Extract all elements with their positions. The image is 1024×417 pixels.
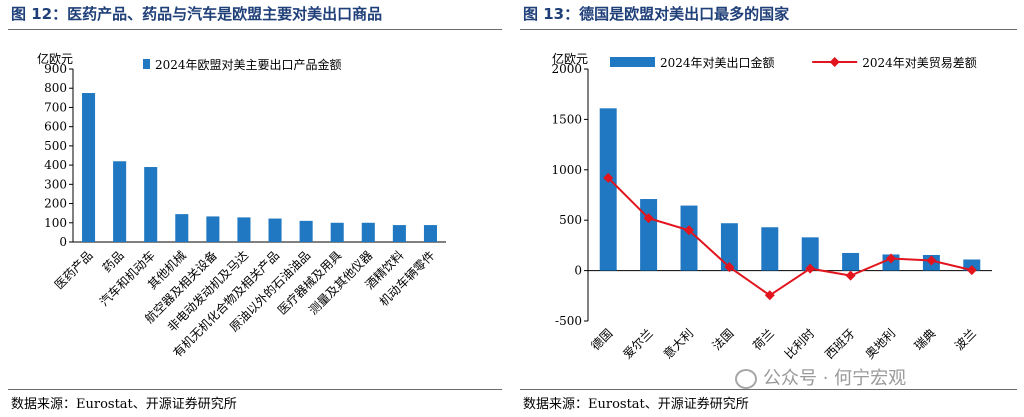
left-source-note: 数据来源：Eurostat、开源证券研究所 bbox=[11, 397, 237, 412]
trade-balance-line bbox=[607, 177, 973, 297]
left-title-rule bbox=[8, 29, 502, 30]
y-tick-label: 1000 bbox=[551, 163, 582, 177]
bar bbox=[113, 161, 127, 242]
category-label: 爱尔兰 bbox=[620, 326, 656, 362]
category-label: 瑞典 bbox=[912, 326, 939, 353]
watermark-text: 公众号 · 何宁宏观 bbox=[763, 368, 907, 389]
trade-balance-point bbox=[724, 262, 735, 273]
y-tick-label: 200 bbox=[44, 197, 67, 211]
y-axis-unit-label: 亿欧元 bbox=[37, 51, 73, 66]
trade-balance-point bbox=[926, 255, 937, 266]
trade-balance-point bbox=[845, 270, 856, 281]
right-source-note: 数据来源：Eurostat、开源证券研究所 bbox=[523, 397, 749, 412]
y-tick-label: 900 bbox=[44, 62, 67, 76]
trade-balance-point bbox=[643, 213, 654, 224]
bar bbox=[680, 205, 698, 271]
category-label: 医药产品 bbox=[52, 248, 96, 292]
y-tick-label: 400 bbox=[44, 158, 67, 172]
y-tick-label: 0 bbox=[574, 264, 582, 278]
left-chart-title: 图 12：医药产品、药品与汽车是欧盟主要对美出口商品 bbox=[11, 5, 383, 23]
bar bbox=[392, 225, 406, 242]
category-label: 法国 bbox=[710, 326, 737, 353]
bar bbox=[299, 220, 313, 242]
right-chart-title: 图 13：德国是欧盟对美出口最多的国家 bbox=[523, 5, 790, 23]
y-tick-label: 2000 bbox=[551, 62, 582, 76]
trade-balance-point bbox=[603, 172, 614, 183]
bar bbox=[206, 216, 220, 242]
y-tick-label: -500 bbox=[555, 314, 582, 328]
category-label: 西班牙 bbox=[822, 326, 857, 361]
y-tick-label: 600 bbox=[44, 120, 67, 134]
category-label: 德国 bbox=[588, 326, 616, 354]
trade-balance-point bbox=[966, 265, 977, 276]
bar bbox=[599, 108, 617, 271]
bar bbox=[761, 227, 779, 271]
trade-balance-point bbox=[684, 225, 694, 236]
bar bbox=[144, 167, 158, 242]
category-label: 意大利 bbox=[660, 326, 696, 362]
y-tick-label: 700 bbox=[44, 100, 67, 114]
y-tick-label: 1500 bbox=[551, 112, 582, 126]
bar bbox=[175, 214, 189, 242]
trade-balance-point bbox=[886, 253, 896, 264]
bar bbox=[842, 252, 860, 271]
bar bbox=[963, 259, 981, 271]
y-tick-label: 0 bbox=[59, 235, 67, 249]
bar bbox=[237, 217, 251, 242]
wechat-icon bbox=[735, 369, 757, 389]
bar bbox=[640, 199, 658, 271]
legend-bar-swatch bbox=[610, 57, 655, 67]
trade-balance-point bbox=[805, 263, 816, 274]
category-label: 比利时 bbox=[782, 326, 817, 361]
y-tick-label: 500 bbox=[44, 139, 67, 153]
legend-label: 2024年欧盟对美主要出口产品金额 bbox=[155, 57, 342, 72]
bar bbox=[720, 223, 738, 271]
y-axis-unit-label: 亿欧元 bbox=[552, 51, 588, 66]
category-label: 药品 bbox=[100, 248, 127, 275]
bar bbox=[361, 222, 375, 242]
legend-line-marker bbox=[829, 57, 840, 67]
category-label: 波兰 bbox=[952, 326, 979, 353]
right-title-rule bbox=[520, 29, 1017, 30]
watermark: 公众号 · 何宁宏观 bbox=[735, 364, 906, 390]
bar bbox=[330, 222, 344, 242]
legend-bar-swatch bbox=[143, 59, 150, 69]
y-tick-label: 800 bbox=[44, 81, 67, 95]
right-source-rule bbox=[520, 389, 1017, 390]
bar bbox=[801, 237, 819, 271]
left-source-rule bbox=[8, 389, 502, 390]
y-tick-label: 100 bbox=[44, 216, 67, 230]
category-label: 荷兰 bbox=[750, 326, 777, 353]
bar bbox=[423, 225, 437, 242]
y-tick-label: 300 bbox=[44, 177, 67, 191]
bar bbox=[268, 218, 282, 242]
legend-label: 2024年对美出口金额 bbox=[660, 55, 775, 70]
category-label: 奥地利 bbox=[863, 326, 898, 361]
trade-balance-point bbox=[764, 290, 775, 301]
y-tick-label: 500 bbox=[559, 213, 582, 227]
legend-label: 2024年对美贸易差额 bbox=[862, 56, 977, 70]
bar bbox=[82, 93, 96, 243]
